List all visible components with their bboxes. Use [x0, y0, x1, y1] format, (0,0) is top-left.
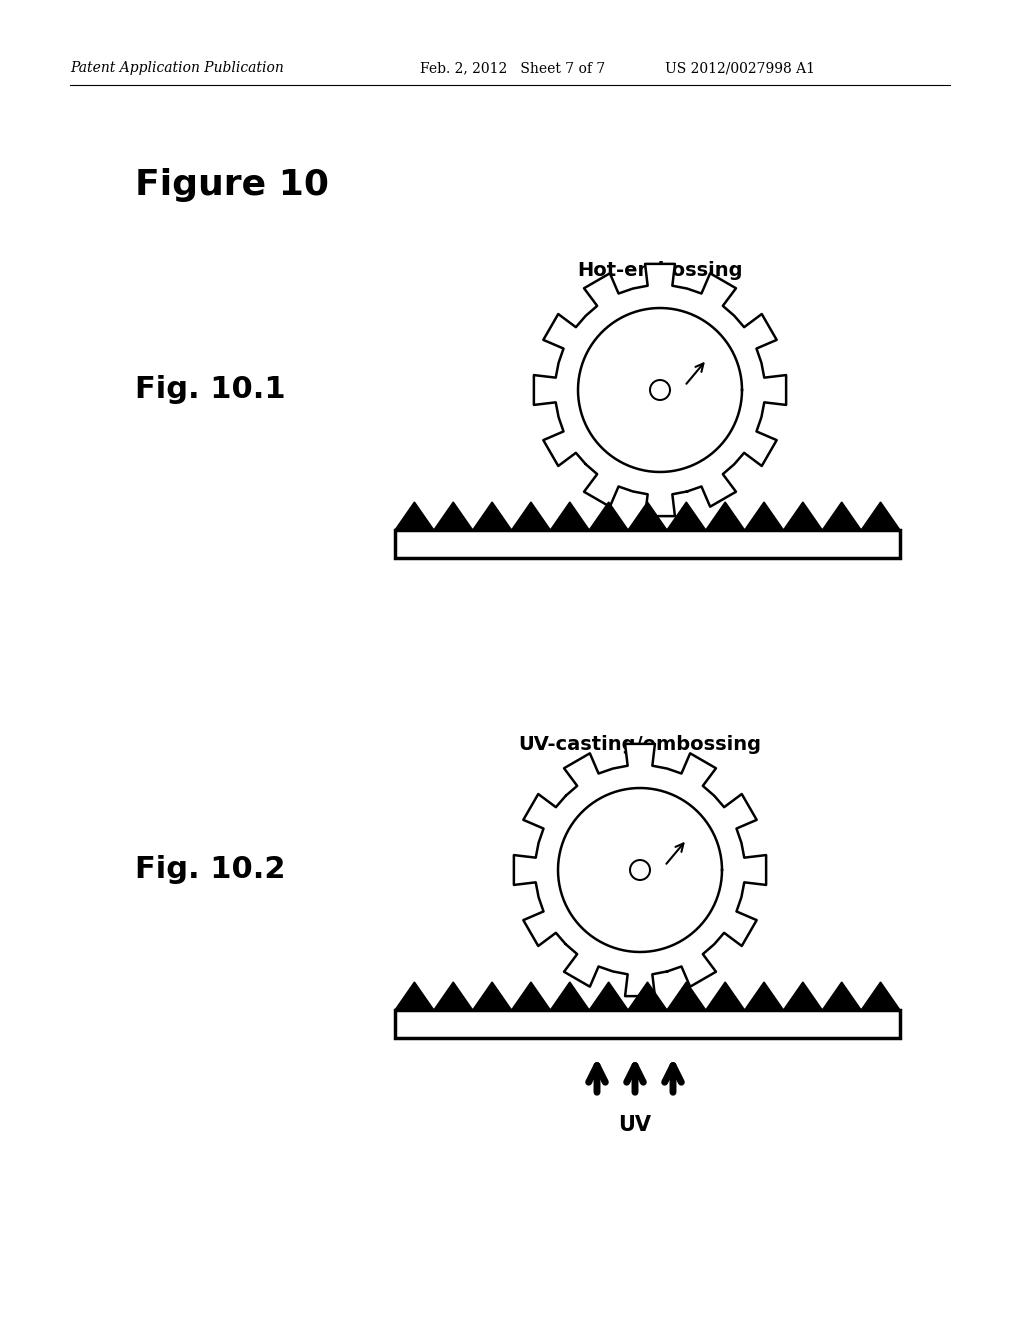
Polygon shape [822, 982, 861, 1010]
Polygon shape [589, 502, 628, 531]
Polygon shape [434, 982, 473, 1010]
Text: Feb. 2, 2012   Sheet 7 of 7: Feb. 2, 2012 Sheet 7 of 7 [420, 61, 605, 75]
Polygon shape [861, 982, 900, 1010]
Text: Figure 10: Figure 10 [135, 168, 329, 202]
Polygon shape [630, 861, 650, 880]
Polygon shape [783, 982, 822, 1010]
Polygon shape [473, 982, 512, 1010]
Polygon shape [473, 502, 512, 531]
Text: Hot-embossing: Hot-embossing [578, 260, 742, 280]
Polygon shape [550, 502, 589, 531]
Polygon shape [861, 502, 900, 531]
Polygon shape [578, 308, 742, 473]
Text: Patent Application Publication: Patent Application Publication [70, 61, 284, 75]
Bar [395, 1010, 900, 1038]
Polygon shape [550, 982, 589, 1010]
Polygon shape [514, 744, 766, 997]
Polygon shape [744, 502, 783, 531]
Text: Fig. 10.1: Fig. 10.1 [135, 375, 286, 404]
Polygon shape [534, 264, 786, 516]
Bar [395, 531, 900, 558]
Text: UV-casting/embossing: UV-casting/embossing [518, 735, 762, 755]
Polygon shape [744, 982, 783, 1010]
Polygon shape [650, 380, 670, 400]
Text: UV: UV [618, 1115, 651, 1135]
Polygon shape [434, 502, 473, 531]
Polygon shape [395, 502, 434, 531]
Polygon shape [395, 982, 434, 1010]
Text: Fig. 10.2: Fig. 10.2 [135, 855, 286, 884]
Polygon shape [512, 982, 550, 1010]
Polygon shape [558, 788, 722, 952]
Polygon shape [512, 502, 550, 531]
Polygon shape [667, 982, 706, 1010]
Polygon shape [628, 982, 667, 1010]
Polygon shape [628, 502, 667, 531]
Polygon shape [706, 982, 744, 1010]
Polygon shape [589, 982, 628, 1010]
Text: US 2012/0027998 A1: US 2012/0027998 A1 [665, 61, 815, 75]
Polygon shape [667, 502, 706, 531]
Polygon shape [706, 502, 744, 531]
Polygon shape [783, 502, 822, 531]
Polygon shape [822, 502, 861, 531]
